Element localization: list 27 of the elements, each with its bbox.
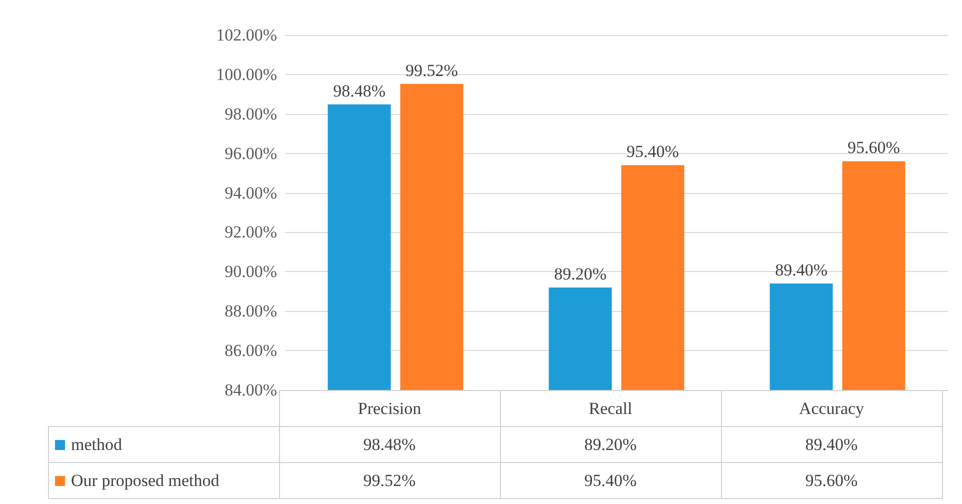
text: 98.48% [333,81,386,100]
text: 89.20% [554,264,606,284]
text: 95.40% [626,142,679,162]
y-tick-label: 86.00% [224,341,277,360]
text: 95.60% [848,138,900,158]
y-tick-label: 92.00% [224,222,277,242]
data-label: 95.60% [721,462,942,498]
data-label: 99.52% [279,462,500,498]
y-tick-label: 98.00% [224,104,277,124]
legend-label: Our proposed method [48,462,279,498]
x-tick-label: Accuracy [721,390,942,426]
y-tick-label: 102.00% [216,26,277,44]
y-tick-label: 96.00% [224,144,277,163]
text: 99.52% [406,60,458,80]
data-label: 95.40% [500,462,721,498]
y-tick-label: 90.00% [224,262,277,282]
y-tick-label: 84.00% [224,380,277,400]
x-tick-label: Precision [279,390,500,426]
y-tick-label: 88.00% [224,302,277,321]
data-label: 89.20% [500,426,721,462]
text: 89.40% [775,260,828,280]
y-tick-label: 94.00% [224,183,277,202]
x-tick-label: Recall [500,390,721,426]
legend-label: method [48,426,279,462]
data-label: 89.40% [721,426,942,462]
y-tick-label: 100.00% [216,64,277,84]
data-label: 98.48% [279,426,500,462]
